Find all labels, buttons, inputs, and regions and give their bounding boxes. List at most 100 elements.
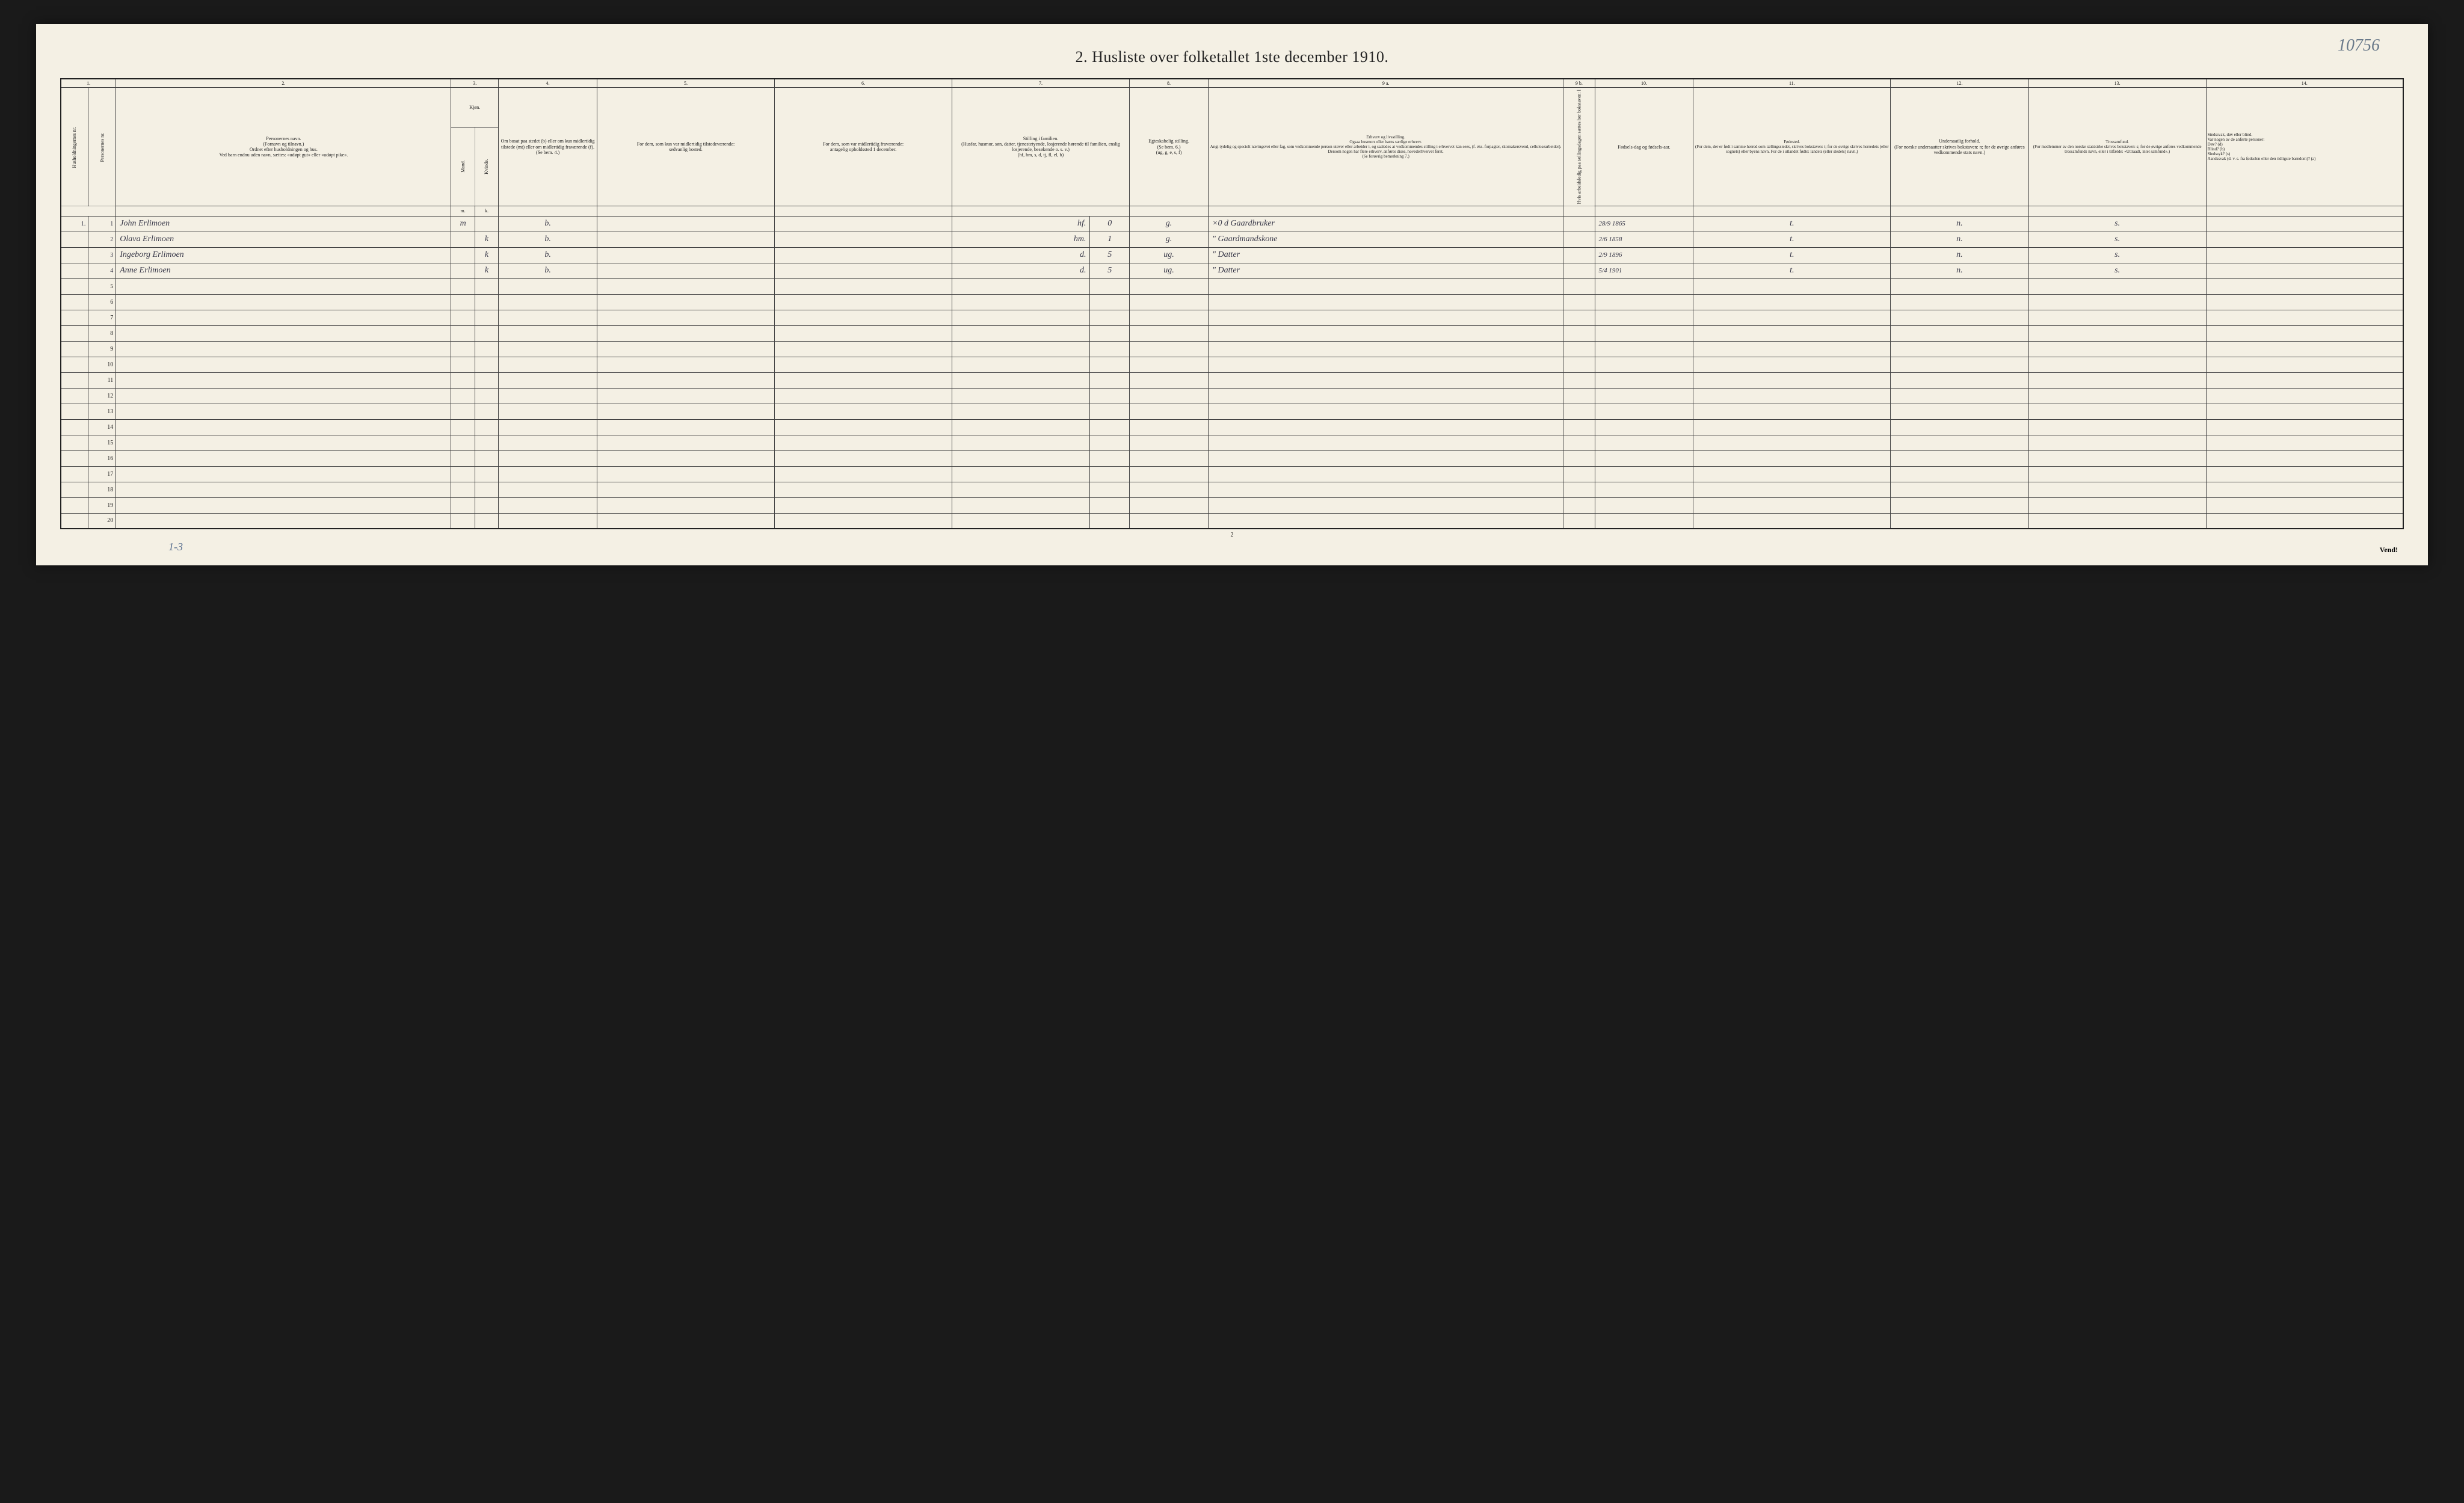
cell-c5 — [597, 263, 775, 278]
cell-hh — [61, 435, 88, 450]
census-table: 1. 2. 3. 4. 5. 6. 7. 8. 9 a. 9 b. 10. 11… — [60, 78, 2404, 529]
cell-pn: 1 — [88, 216, 116, 232]
cell-c5 — [597, 232, 775, 247]
cell-hh — [61, 357, 88, 372]
cell-pn: 9 — [88, 341, 116, 357]
cell-c7b: 5 — [1090, 247, 1130, 263]
cell-c7: hm. — [952, 232, 1090, 247]
footer-annotation: 1-3 — [168, 541, 183, 553]
cell-pn: 7 — [88, 310, 116, 325]
cell-c13: s. — [2028, 232, 2206, 247]
cell-c10: 2/9 1896 — [1595, 247, 1693, 263]
cell-hh — [61, 497, 88, 513]
cell-c9a: " Gaardmandskone — [1209, 232, 1563, 247]
cell-c13: s. — [2028, 263, 2206, 278]
table-row-empty: 18 — [61, 482, 2403, 497]
vend-label: Vend! — [2380, 546, 2398, 555]
hdr-fodsel: Fødsels-dag og fødsels-aar. — [1595, 88, 1693, 206]
hdr-mand: Mand. — [451, 127, 475, 206]
cell-c6 — [775, 232, 952, 247]
cell-c14 — [2206, 263, 2403, 278]
hdr-arbeidsledig: Hvis arbeidsledig paa tællingsdagen sætt… — [1563, 88, 1595, 206]
cell-hh — [61, 325, 88, 341]
colnum-7: 7. — [952, 79, 1130, 88]
cell-c10: 28/9 1865 — [1595, 216, 1693, 232]
cell-c9b — [1563, 247, 1595, 263]
cell-pn: 11 — [88, 372, 116, 388]
cell-hh — [61, 263, 88, 278]
cell-c9b — [1563, 216, 1595, 232]
cell-name: Anne Erlimoen — [116, 263, 451, 278]
hdr-person-nr: Personernes nr. — [88, 88, 116, 206]
cell-pn: 18 — [88, 482, 116, 497]
colnum-4: 4. — [499, 79, 597, 88]
table-row-empty: 11 — [61, 372, 2403, 388]
cell-c8: g. — [1129, 216, 1208, 232]
cell-c11: t. — [1693, 263, 1891, 278]
cell-c7: d. — [952, 263, 1090, 278]
hdr-egtesk: Egteskabelig stilling. (Se bem. 6.) (ug,… — [1129, 88, 1208, 206]
colnum-13: 13. — [2028, 79, 2206, 88]
cell-c13: s. — [2028, 216, 2206, 232]
table-row-empty: 13 — [61, 404, 2403, 419]
hdr-stilling: Stilling i familien. (Husfar, husmor, sø… — [952, 88, 1130, 206]
colnum-10: 10. — [1595, 79, 1693, 88]
hdr-kjon: Kjøn. — [451, 88, 499, 128]
cell-k — [475, 216, 498, 232]
column-number-row: 1. 2. 3. 4. 5. 6. 7. 8. 9 a. 9 b. 10. 11… — [61, 79, 2403, 88]
cell-pn: 20 — [88, 513, 116, 529]
cell-hh: 1. — [61, 216, 88, 232]
hdr-midl-frav: For dem, som var midlertidig fraværende:… — [775, 88, 952, 206]
colnum-5: 5. — [597, 79, 775, 88]
cell-c6 — [775, 216, 952, 232]
table-row-empty: 16 — [61, 450, 2403, 466]
cell-pn: 6 — [88, 294, 116, 310]
cell-hh — [61, 232, 88, 247]
cell-c12: n. — [1891, 216, 2028, 232]
data-rows: 1.1John Erlimoenmb.hf.0g.×0 d Gaardbruke… — [61, 216, 2403, 529]
cell-c14 — [2206, 232, 2403, 247]
colnum-12: 12. — [1891, 79, 2028, 88]
cell-hh — [61, 419, 88, 435]
cell-pn: 5 — [88, 278, 116, 294]
cell-c9a: " Datter — [1209, 247, 1563, 263]
hdr-sindssvak: Sindssvak, døv eller blind. Var nogen av… — [2206, 88, 2403, 206]
table-row-empty: 8 — [61, 325, 2403, 341]
cell-hh — [61, 388, 88, 404]
cell-pn: 4 — [88, 263, 116, 278]
cell-c10: 2/6 1858 — [1595, 232, 1693, 247]
cell-c5 — [597, 247, 775, 263]
table-row-empty: 6 — [61, 294, 2403, 310]
cell-c5 — [597, 216, 775, 232]
cell-c14 — [2206, 247, 2403, 263]
table-row: 1.1John Erlimoenmb.hf.0g.×0 d Gaardbruke… — [61, 216, 2403, 232]
colnum-1: 1. — [61, 79, 116, 88]
table-row-empty: 20 — [61, 513, 2403, 529]
cell-name: John Erlimoen — [116, 216, 451, 232]
cell-m — [451, 263, 475, 278]
cell-c12: n. — [1891, 247, 2028, 263]
cell-pn: 19 — [88, 497, 116, 513]
cell-pn: 14 — [88, 419, 116, 435]
table-row: 4Anne Erlimoenkb.d.5ug." Datter5/4 1901t… — [61, 263, 2403, 278]
cell-pn: 10 — [88, 357, 116, 372]
table-row-empty: 9 — [61, 341, 2403, 357]
cell-c9a: ×0 d Gaardbruker — [1209, 216, 1563, 232]
cell-c11: t. — [1693, 216, 1891, 232]
cell-k: k — [475, 263, 498, 278]
cell-hh — [61, 294, 88, 310]
hdr-bosat: Om bosat paa stedet (b) eller om kun mid… — [499, 88, 597, 206]
column-header-row: Husholdningernes nr. Personernes nr. Per… — [61, 88, 2403, 128]
cell-c6 — [775, 263, 952, 278]
table-row-empty: 10 — [61, 357, 2403, 372]
table-row: 2Olava Erlimoenkb.hm.1g." Gaardmandskone… — [61, 232, 2403, 247]
cell-hh — [61, 404, 88, 419]
table-row-empty: 5 — [61, 278, 2403, 294]
hdr-fodested: Fødested. (For dem, der er født i samme … — [1693, 88, 1891, 206]
cell-c9b — [1563, 232, 1595, 247]
cell-pn: 13 — [88, 404, 116, 419]
table-row-empty: 7 — [61, 310, 2403, 325]
cell-pn: 12 — [88, 388, 116, 404]
colnum-9a: 9 a. — [1209, 79, 1563, 88]
column-mk-row: m. k. — [61, 206, 2403, 216]
